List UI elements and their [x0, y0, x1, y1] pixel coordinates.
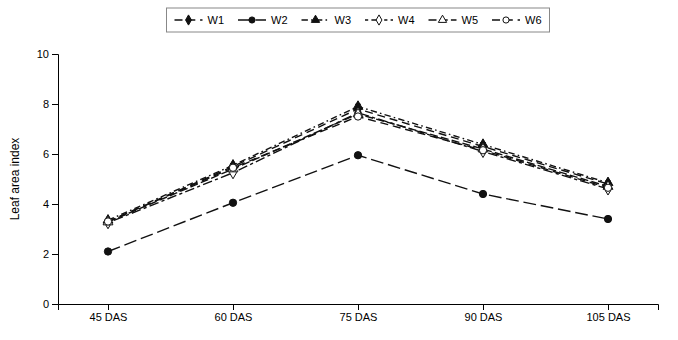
legend-item: W3	[302, 14, 352, 26]
series-line	[108, 113, 608, 223]
y-tick-mark	[52, 254, 58, 255]
y-tick-label: 2	[43, 248, 49, 260]
plot-area: 45 DAS 60 DAS 75 DAS 90 DAS 105 DAS 0 2 4 6 8 10	[37, 48, 659, 323]
chart-container: 45 DAS 60 DAS 75 DAS 90 DAS 105 DAS 0 2 4 6 8 10 Le…	[0, 0, 678, 340]
y-axis-title: Leaf area index	[8, 138, 22, 221]
point	[228, 163, 238, 172]
point	[354, 152, 361, 159]
y-tick: 0	[43, 298, 58, 310]
x-tick-mark	[608, 304, 609, 310]
x-tick-mark	[233, 304, 234, 310]
x-tick: 45 DAS	[90, 304, 128, 323]
x-tick: 60 DAS	[215, 304, 253, 323]
legend-label: W3	[335, 14, 352, 26]
x-tick: 105 DAS	[586, 304, 630, 323]
legend-item: W1	[175, 14, 225, 26]
series	[105, 103, 612, 228]
legend-label: W4	[398, 14, 415, 26]
point	[354, 113, 361, 120]
series	[104, 152, 611, 256]
x-tick-label: 75 DAS	[340, 311, 378, 323]
y-tick-mark	[52, 54, 58, 55]
point	[479, 190, 486, 197]
legend-swatch-marker	[186, 15, 192, 25]
point	[103, 216, 113, 225]
marks	[103, 101, 613, 255]
y-tick: 6	[43, 148, 58, 160]
x-tick-label: 105 DAS	[586, 311, 630, 323]
legend-swatch-marker	[438, 15, 446, 22]
x-tick: 75 DAS	[340, 304, 378, 323]
point	[605, 183, 612, 195]
series	[103, 101, 613, 223]
y-tick-label: 8	[43, 98, 49, 110]
point	[604, 184, 611, 191]
y-tick: 10	[37, 48, 58, 60]
x-tick-label: 90 DAS	[465, 311, 503, 323]
point	[480, 145, 487, 157]
series	[105, 107, 612, 229]
x-tick-mark	[483, 304, 484, 310]
legend-swatch-marker	[311, 15, 319, 22]
chart: 45 DAS 60 DAS 75 DAS 90 DAS 105 DAS 0 2 4 6 8 10 Le…	[0, 0, 678, 340]
legend-item: W6	[492, 14, 542, 26]
point	[229, 199, 236, 206]
x-tick-mark	[108, 304, 109, 310]
point	[104, 218, 111, 225]
x-axis: 45 DAS 60 DAS 75 DAS 90 DAS 105 DAS	[59, 304, 659, 323]
legend-swatch-marker	[376, 15, 382, 25]
y-tick-mark	[52, 304, 58, 305]
point	[104, 248, 111, 255]
y-tick: 8	[43, 98, 58, 110]
legend-label: W6	[525, 14, 542, 26]
legend-label: W5	[462, 14, 479, 26]
legend-item: W5	[429, 14, 479, 26]
y-tick-mark	[52, 204, 58, 205]
x-tick: 90 DAS	[465, 304, 503, 323]
series-line	[108, 155, 608, 251]
legend: W1 W2 W3 W4 W5 W6	[167, 8, 550, 32]
y-tick-mark	[52, 104, 58, 105]
y-tick-label: 6	[43, 148, 49, 160]
y-tick: 2	[43, 248, 58, 260]
x-tick-mark	[358, 304, 359, 310]
point	[604, 215, 611, 222]
legend-item: W4	[365, 14, 415, 26]
y-axis: 0 2 4 6 8 10	[37, 48, 59, 310]
y-tick-label: 4	[43, 198, 49, 210]
series-line	[108, 114, 608, 222]
legend-swatch-marker	[503, 17, 509, 23]
legend-label: W2	[271, 14, 288, 26]
y-tick-label: 0	[43, 298, 49, 310]
series	[103, 108, 613, 225]
series	[104, 113, 611, 225]
point	[229, 164, 236, 171]
legend-label: W1	[208, 14, 225, 26]
y-tick-label: 10	[37, 48, 49, 60]
point	[105, 217, 112, 229]
series-line	[108, 117, 608, 222]
legend-box	[167, 8, 550, 32]
x-tick-label: 45 DAS	[90, 311, 128, 323]
point	[479, 147, 486, 154]
y-tick-mark	[52, 154, 58, 155]
legend-swatch-marker	[249, 17, 255, 23]
y-axis-line	[52, 55, 59, 305]
x-axis-line	[59, 305, 659, 311]
x-tick-label: 60 DAS	[215, 311, 253, 323]
legend-item: W2	[238, 14, 288, 26]
y-tick: 4	[43, 198, 58, 210]
